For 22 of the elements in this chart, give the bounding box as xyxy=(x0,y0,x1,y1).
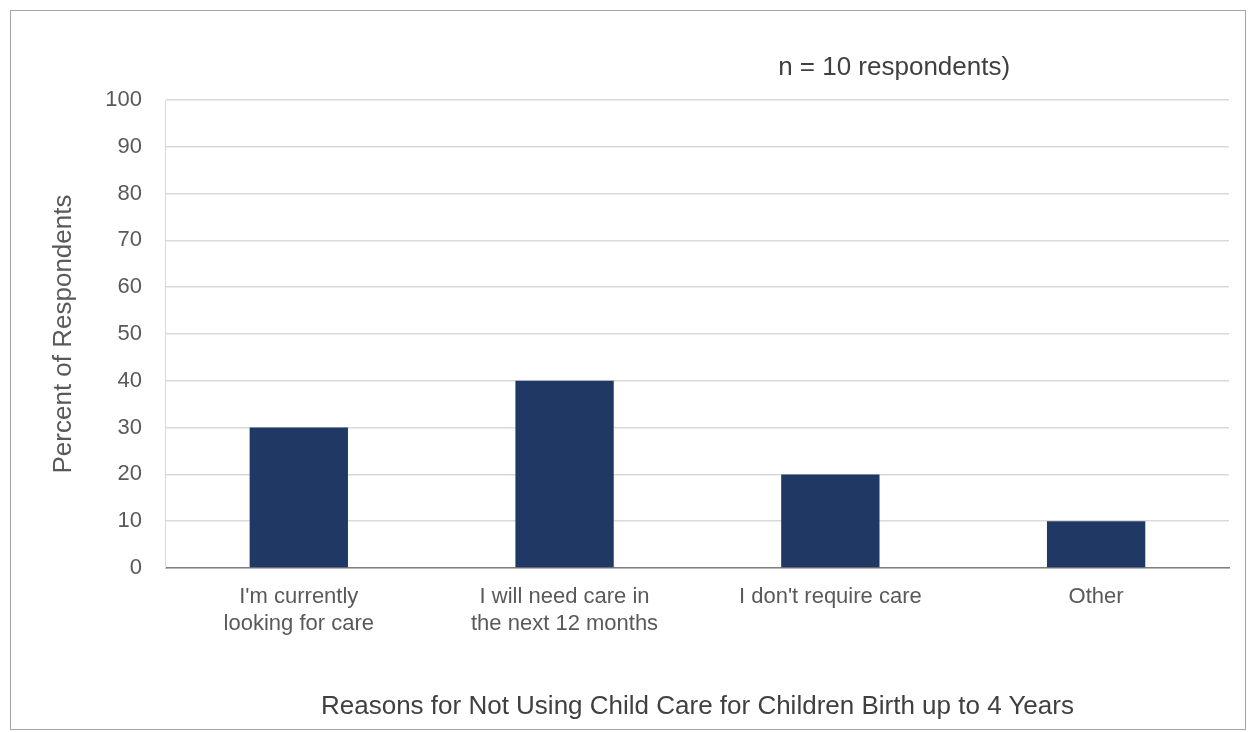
bar xyxy=(249,427,348,568)
x-tick-label: I don't require care xyxy=(738,583,922,609)
bar xyxy=(1046,521,1146,568)
y-tick-label: 70 xyxy=(117,226,142,252)
bar xyxy=(515,380,614,568)
y-tick-label: 60 xyxy=(117,273,142,299)
y-tick-label: 90 xyxy=(117,132,142,158)
y-axis-title: Percent of Respondents xyxy=(46,194,77,474)
x-tick-label: Other xyxy=(1068,583,1124,609)
x-tick-label: I'm currently looking for care xyxy=(223,583,374,635)
y-tick-label: 50 xyxy=(117,320,142,346)
y-tick-label: 80 xyxy=(117,179,142,205)
y-tick-label: 20 xyxy=(117,460,142,486)
y-tick-label: 10 xyxy=(117,507,142,533)
x-axis-title: Reasons for Not Using Child Care for Children Birth up to 4 Years xyxy=(320,689,1074,720)
bar xyxy=(781,474,880,568)
y-tick-label: 40 xyxy=(117,366,142,392)
chart-title: n = 10 respondents) xyxy=(778,51,1011,82)
y-tick-label: 100 xyxy=(105,86,142,112)
y-tick-label: 30 xyxy=(117,413,142,439)
y-tick-label: 0 xyxy=(129,554,142,580)
x-tick-label: I will need care in the next 12 months xyxy=(471,583,659,635)
